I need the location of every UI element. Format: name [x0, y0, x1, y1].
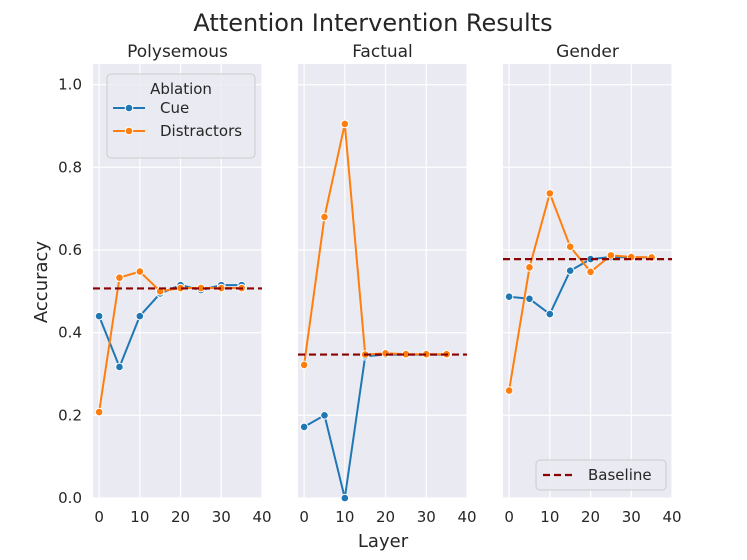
- panel-title: Factual: [352, 42, 413, 62]
- data-point: [340, 493, 350, 503]
- x-tick-label: 40: [252, 508, 271, 526]
- y-tick-label: 0.4: [58, 324, 82, 342]
- x-tick-label: 10: [540, 508, 559, 526]
- panel-gender: Gender 0 10 20 30 40: [503, 42, 682, 526]
- data-point: [545, 189, 555, 198]
- data-point: [525, 294, 534, 304]
- legend-baseline: Baseline: [535, 459, 667, 491]
- legend-box: [106, 73, 256, 159]
- legend-label: Distractors: [160, 122, 242, 140]
- x-tick-label: 10: [130, 508, 149, 526]
- x-tick-label: 0: [504, 508, 514, 526]
- x-axis-label: Layer: [358, 531, 409, 552]
- data-point: [299, 360, 309, 370]
- x-tick-label: 0: [94, 508, 104, 526]
- y-tick-label: 1.0: [58, 76, 82, 94]
- y-axis-label: Accuracy: [31, 241, 52, 324]
- x-tick-label: 40: [662, 508, 681, 526]
- data-point: [320, 411, 329, 420]
- data-point: [606, 251, 616, 260]
- data-point: [320, 212, 329, 222]
- legend-box: [535, 459, 667, 491]
- data-point: [504, 292, 514, 302]
- y-tick-label: 0.8: [58, 158, 82, 176]
- y-tick-label: 0.2: [58, 406, 82, 424]
- legend-swatch-marker: [124, 103, 134, 113]
- x-tick-label: 30: [212, 508, 231, 526]
- y-tick-label: 0.0: [58, 489, 82, 507]
- y-tick-label: 0.6: [58, 241, 82, 259]
- data-point: [115, 273, 124, 282]
- panel-title: Polysemous: [127, 42, 228, 62]
- x-tick-label: 30: [417, 508, 436, 526]
- data-point: [299, 422, 309, 432]
- x-tick-label: 30: [622, 508, 641, 526]
- legend-label: Baseline: [588, 466, 652, 484]
- data-point: [94, 311, 104, 321]
- panel-title: Gender: [556, 42, 619, 62]
- panel-factual: Factual 0 10 20 30 40: [298, 42, 477, 526]
- x-tick-label: 20: [376, 508, 395, 526]
- legend-label: Cue: [160, 99, 189, 117]
- x-tick-label: 10: [335, 508, 354, 526]
- data-point: [135, 267, 145, 276]
- data-point: [565, 266, 575, 275]
- x-tick-label: 20: [581, 508, 600, 526]
- legend-swatch-marker: [124, 126, 134, 136]
- data-point: [381, 349, 390, 358]
- data-point: [94, 407, 104, 417]
- data-point: [565, 242, 575, 251]
- figure-title: Attention Intervention Results: [193, 9, 552, 37]
- x-tick-label: 0: [299, 508, 309, 526]
- legend-title: Ablation: [150, 80, 212, 98]
- data-point: [135, 311, 145, 321]
- x-tick-label: 40: [457, 508, 476, 526]
- data-point: [586, 267, 595, 277]
- plot-area: [503, 64, 672, 498]
- plot-area: [298, 64, 467, 498]
- data-point: [115, 362, 124, 372]
- data-point: [504, 386, 514, 395]
- data-point: [545, 309, 555, 319]
- data-point: [340, 119, 350, 129]
- x-tick-label: 20: [171, 508, 190, 526]
- data-point: [525, 263, 534, 272]
